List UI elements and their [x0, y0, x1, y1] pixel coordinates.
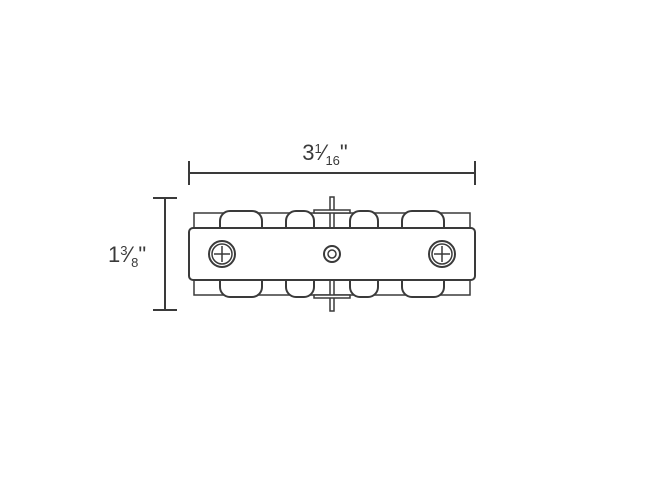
- width-dimension: 31⁄16": [189, 140, 475, 185]
- connector-part: [189, 197, 475, 311]
- height-dimension: 13⁄8": [108, 198, 177, 310]
- width-label: 31⁄16": [302, 140, 347, 168]
- technical-drawing: 31⁄16" 13⁄8": [0, 0, 650, 502]
- height-label: 13⁄8": [108, 242, 146, 270]
